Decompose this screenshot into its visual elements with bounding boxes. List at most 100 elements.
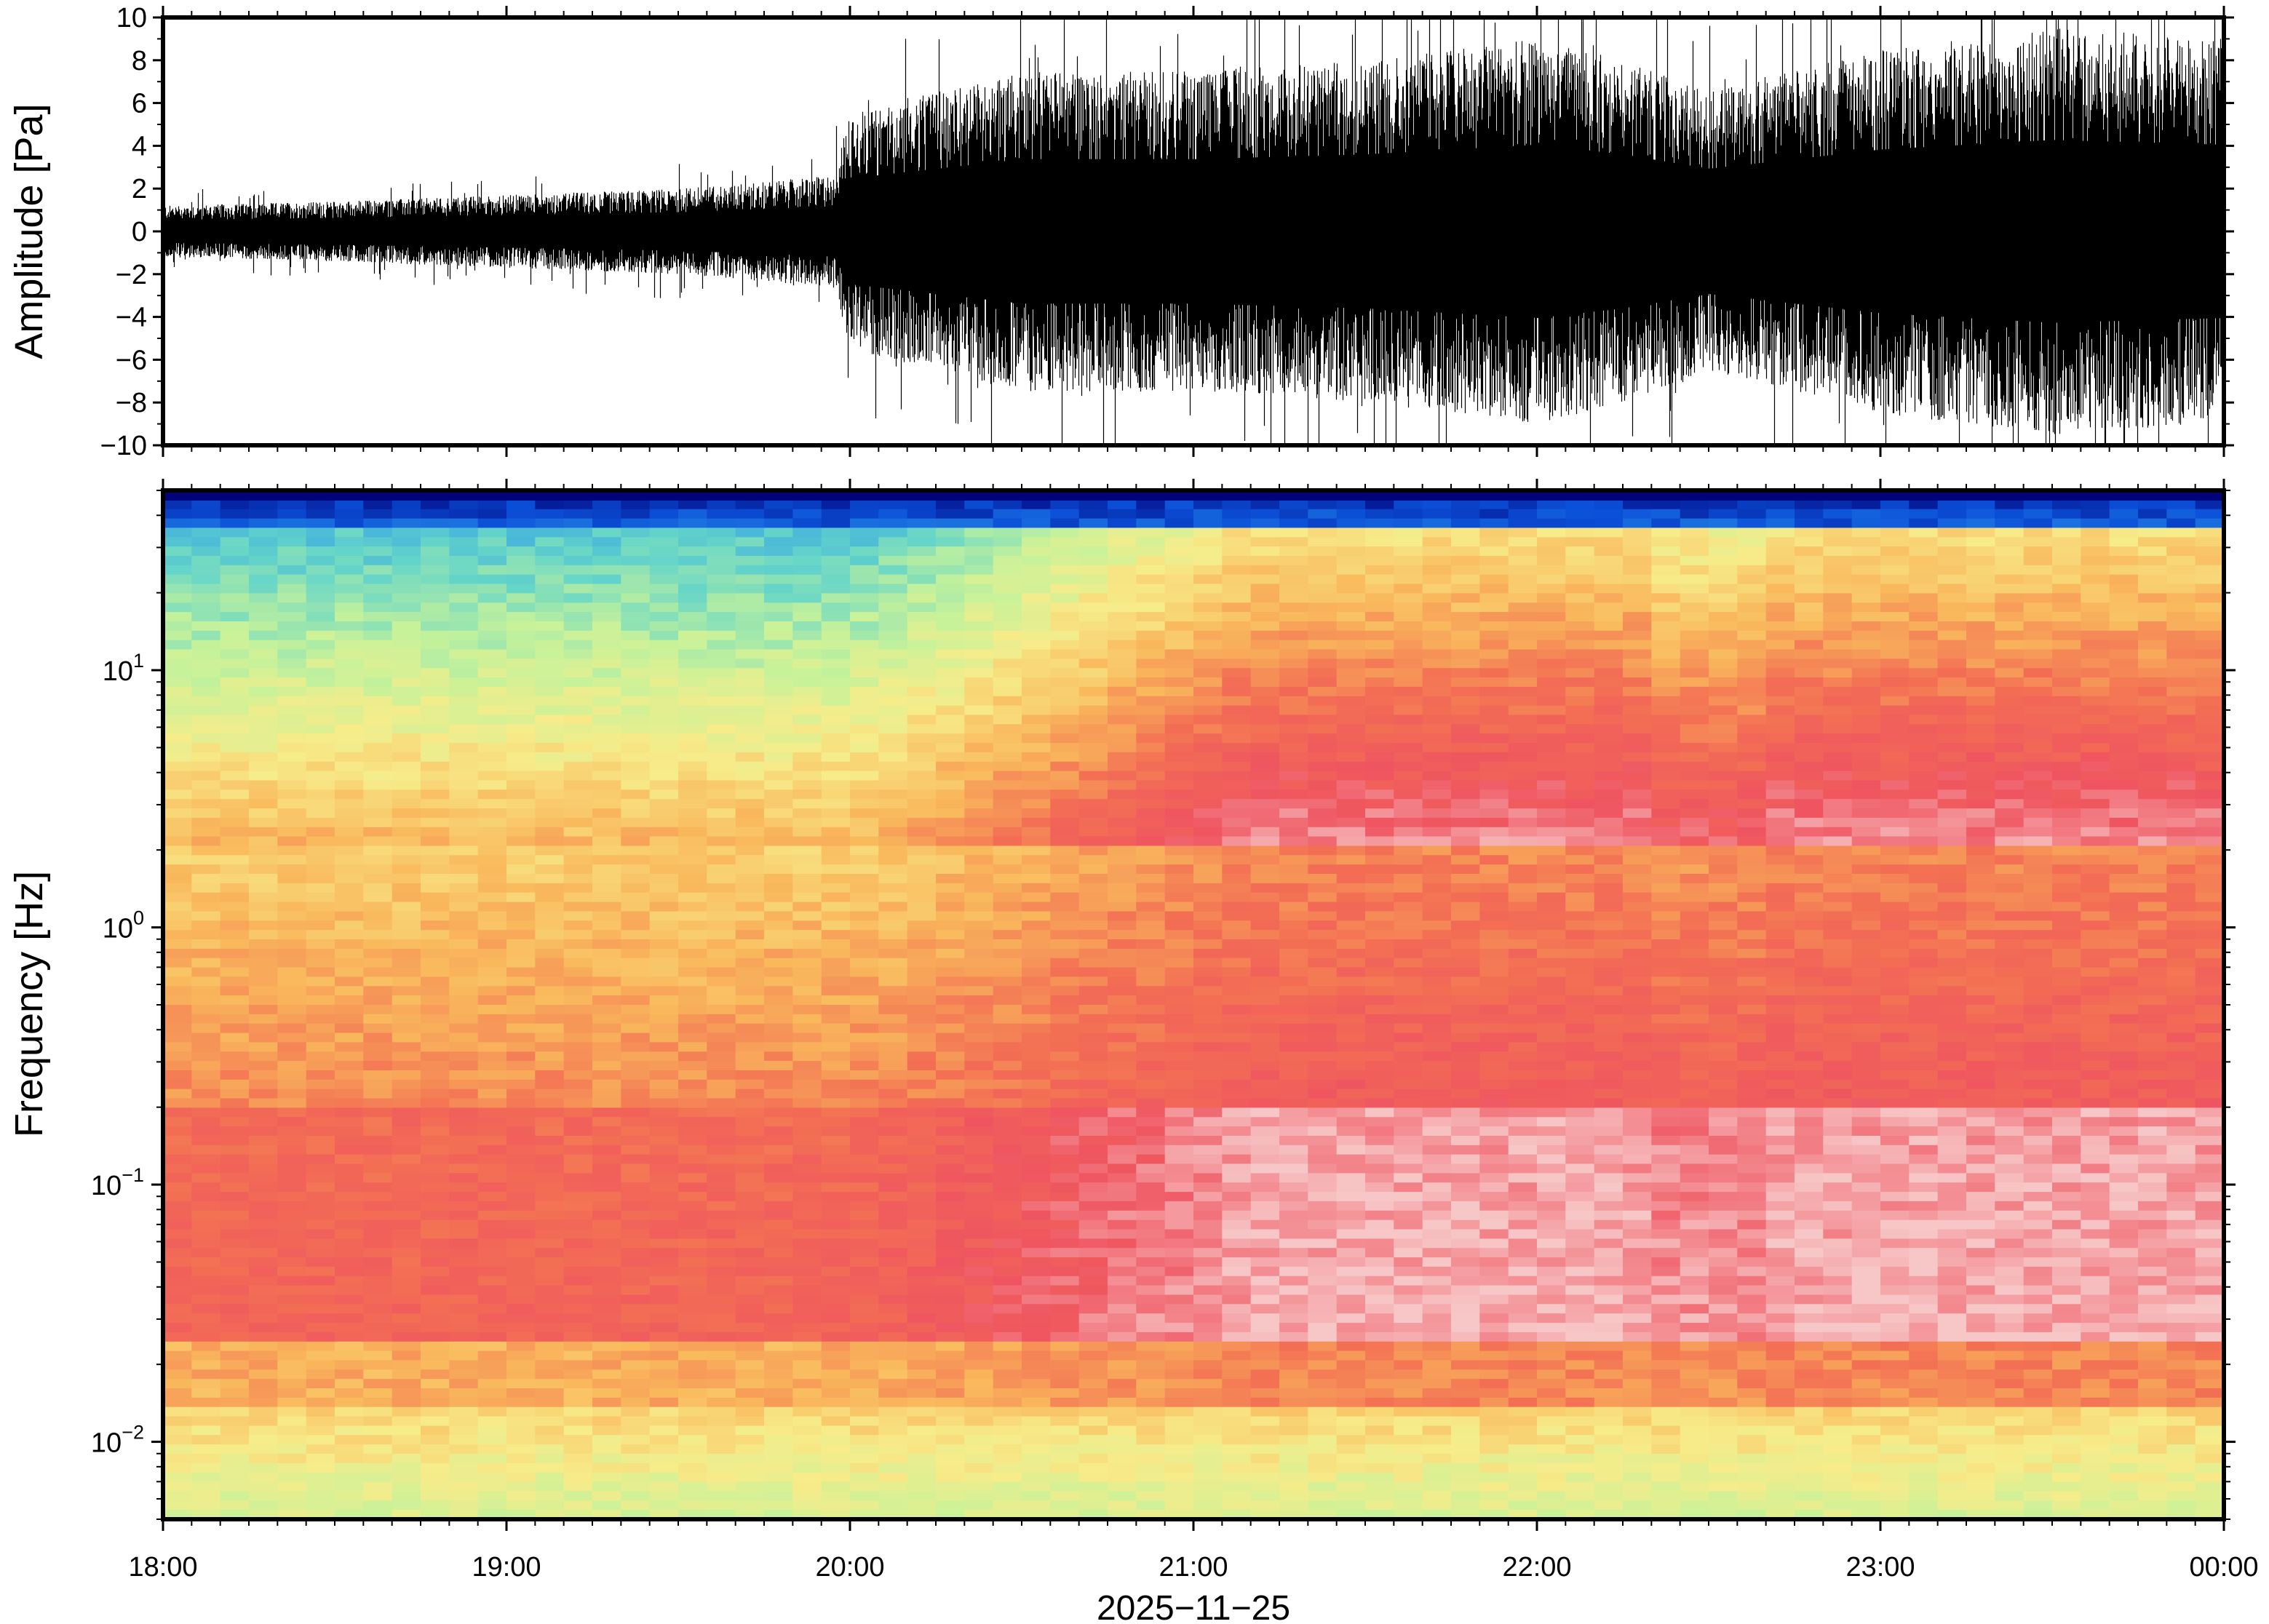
spectrogram-cell <box>421 1023 450 1034</box>
spectrogram-cell <box>1193 1444 1223 1454</box>
spectrogram-cell <box>936 808 965 819</box>
spectrogram-cell <box>191 1406 221 1417</box>
spectrogram-cell <box>878 836 908 847</box>
spectrogram-cell <box>850 808 879 819</box>
spectrogram-cell <box>850 1229 879 1239</box>
spectrogram-cell <box>1108 789 1137 800</box>
spectrogram-cell <box>1193 845 1223 856</box>
spectrogram-cell <box>735 1154 765 1165</box>
spectrogram-cell <box>1222 836 1252 847</box>
spectrogram-cell <box>421 1266 450 1277</box>
spectrogram-cell <box>1164 1388 1194 1398</box>
spectrogram-cell <box>621 1192 651 1202</box>
spectrogram-cell <box>249 836 278 847</box>
spectrogram-cell <box>220 883 250 893</box>
spectrogram-cell <box>1136 1145 1166 1155</box>
spectrogram-cell <box>535 864 565 875</box>
spectrogram-cell <box>1365 1341 1394 1352</box>
spectrogram-cell <box>363 621 393 632</box>
spectrogram-cell <box>363 771 393 781</box>
spectrogram-cell <box>1365 892 1394 903</box>
spectrogram-cell <box>335 771 364 781</box>
spectrogram-cell <box>707 1192 736 1202</box>
spectrogram-cell <box>392 1257 421 1267</box>
spectrogram-cell <box>878 1061 908 1071</box>
spectrogram-cell <box>1193 1454 1223 1464</box>
spectrogram-cell <box>1193 1005 1223 1015</box>
spectrogram-cell <box>792 602 822 613</box>
spectrogram-cell <box>1336 1444 1366 1454</box>
spectrogram-cell <box>764 995 793 1006</box>
spectrogram-cell <box>1279 1285 1308 1296</box>
spectrogram-cell <box>421 1182 450 1193</box>
spectrogram-cell <box>1022 986 1051 996</box>
spectrogram-cell <box>191 1088 221 1099</box>
spectrogram-cell <box>678 1369 707 1380</box>
spectrogram-cell <box>878 1107 908 1118</box>
spectrogram-cell <box>1193 649 1223 659</box>
spectrogram-cell <box>191 593 221 603</box>
spectrogram-cell <box>936 780 965 790</box>
spectrogram-cell <box>592 1136 621 1146</box>
spectrogram-cell <box>850 911 879 921</box>
spectrogram-cell <box>1078 1266 1108 1277</box>
spectrogram-cell <box>821 1005 851 1015</box>
spectrogram-cell <box>764 808 793 819</box>
spectrogram-cell <box>707 602 736 613</box>
spectrogram-cell <box>1108 1051 1137 1062</box>
spectrogram-cell <box>1022 640 1051 650</box>
spectrogram-cell <box>421 827 450 837</box>
spectrogram-cell <box>477 1397 507 1408</box>
spectrogram-cell <box>535 584 565 594</box>
spectrogram-cell <box>477 668 507 678</box>
spectrogram-cell <box>1022 649 1051 659</box>
spectrogram-cell <box>936 967 965 978</box>
spectrogram-cell <box>1250 948 1280 959</box>
spectrogram-cell <box>1050 1360 1080 1370</box>
spectrogram-cell <box>878 920 908 931</box>
spectrogram-cell <box>1193 1032 1223 1043</box>
spectrogram-cell <box>621 1435 651 1445</box>
spectrogram-cell <box>936 874 965 884</box>
spectrogram-cell <box>477 499 507 510</box>
spectrogram-cell <box>335 1154 364 1165</box>
spectrogram-cell <box>1279 995 1308 1006</box>
spectrogram-cell <box>1250 1173 1280 1183</box>
spectrogram-cell <box>964 1491 994 1501</box>
spectrogram-cell <box>249 1023 278 1034</box>
spectrogram-cell <box>764 789 793 800</box>
spectrogram-cell <box>249 668 278 678</box>
spectrogram-cell <box>1336 1323 1366 1333</box>
spectrogram-cell <box>1279 1360 1308 1370</box>
spectrogram-cell <box>1336 855 1366 865</box>
spectrogram-cell <box>735 1201 765 1211</box>
spectrogram-cell <box>249 1182 278 1193</box>
spectrogram-cell <box>907 752 937 763</box>
spectrogram-cell <box>735 874 765 884</box>
spectrogram-cell <box>1078 1360 1108 1370</box>
spectrogram-cell <box>649 1042 679 1052</box>
spectrogram-cell <box>191 1136 221 1146</box>
spectrogram-cell <box>592 668 621 678</box>
spectrogram-cell <box>1164 528 1194 538</box>
spectrogram-cell <box>163 752 192 763</box>
spectrogram-cell <box>335 1238 364 1249</box>
spectrogram-cell <box>993 509 1022 520</box>
spectrogram-cell <box>163 836 192 847</box>
spectrogram-cell <box>1365 1397 1394 1408</box>
spectrogram-cell <box>1308 686 1338 697</box>
spectrogram-cell <box>878 1444 908 1454</box>
spectrogram-cell <box>621 612 651 622</box>
spectrogram-cell <box>563 967 593 978</box>
spectrogram-cell <box>592 1341 621 1352</box>
spectrogram-cell <box>1222 1304 1252 1314</box>
spectrogram-cell <box>649 1117 679 1127</box>
spectrogram-cell <box>277 1454 307 1464</box>
spectrogram-cell <box>1108 817 1137 828</box>
spectrogram-cell <box>306 658 335 669</box>
spectrogram-cell <box>1050 948 1080 959</box>
spectrogram-cell <box>1108 1061 1137 1071</box>
spectrogram-cell <box>477 1079 507 1090</box>
spectrogram-cell <box>477 1332 507 1342</box>
spectrogram-cell <box>792 518 822 529</box>
